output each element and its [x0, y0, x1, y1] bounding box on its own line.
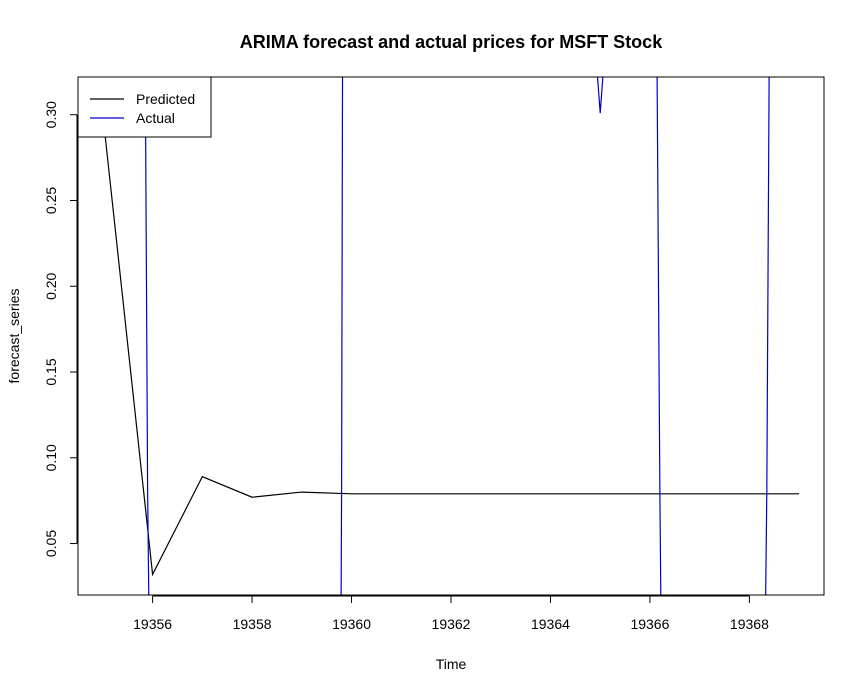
x-tick-label: 19364 — [531, 616, 570, 632]
series-line-predicted — [102, 114, 800, 577]
legend-label-predicted: Predicted — [136, 91, 195, 107]
x-tick-label: 19356 — [133, 616, 172, 632]
x-tick-label: 19366 — [630, 616, 669, 632]
x-tick-label: 19362 — [432, 616, 471, 632]
y-tick-label: 0.25 — [43, 187, 59, 214]
y-tick-label: 0.20 — [43, 272, 59, 299]
series-layer — [102, 77, 800, 595]
y-tick-label: 0.10 — [43, 444, 59, 471]
legend-label-actual: Actual — [136, 110, 175, 126]
series-line-actual — [144, 77, 770, 595]
y-tick-label: 0.30 — [43, 101, 59, 128]
chart-title: ARIMA forecast and actual prices for MSF… — [240, 32, 663, 52]
x-axis-label: Time — [436, 656, 467, 672]
x-tick-label: 19358 — [233, 616, 272, 632]
x-tick-label: 19368 — [730, 616, 769, 632]
y-axis-label: forecast_series — [6, 289, 22, 384]
legend: Predicted Actual — [77, 76, 212, 138]
plot-frame — [77, 76, 825, 596]
x-axis: 19356 19358 19360 19362 19364 19366 19368 — [133, 595, 769, 632]
y-tick-label: 0.15 — [43, 358, 59, 385]
y-tick-label: 0.05 — [43, 530, 59, 557]
y-axis: 0.05 0.10 0.15 0.20 0.25 0.30 — [43, 101, 78, 557]
legend-box — [77, 76, 212, 138]
x-tick-label: 19360 — [332, 616, 371, 632]
